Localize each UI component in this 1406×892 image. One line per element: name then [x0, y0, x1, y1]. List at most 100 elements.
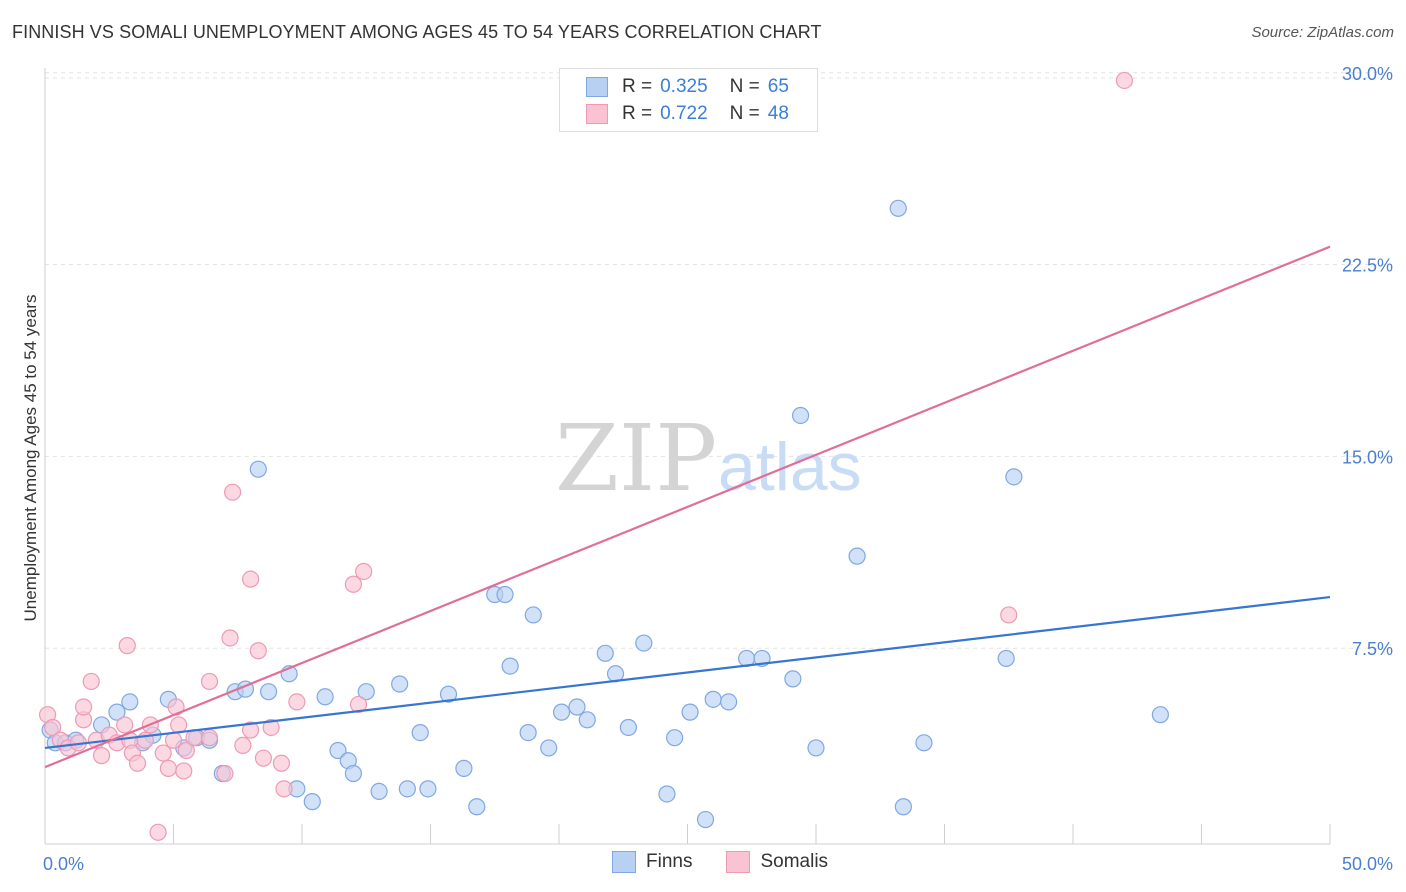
finns-point	[249, 460, 267, 478]
somalis-point	[200, 729, 219, 747]
y-tick-label: 22.5%	[1342, 256, 1393, 276]
legend-somalis-r: 0.722	[660, 103, 708, 124]
finns-point	[303, 793, 321, 811]
somalis-point	[159, 759, 177, 777]
somalis-point	[275, 780, 293, 798]
finns-point	[501, 657, 519, 675]
somalis-point	[242, 570, 260, 588]
somalis-trend-line	[44, 245, 1331, 769]
finns-point	[439, 685, 458, 703]
finns-point	[540, 739, 558, 757]
legend-row-finns: R = 0.325 N = 65	[586, 74, 789, 100]
finns-point	[619, 718, 637, 737]
finns-point	[704, 690, 722, 708]
somalis-point	[175, 762, 193, 780]
gridlines	[45, 72, 1392, 649]
finns-point	[666, 729, 684, 747]
finns-point	[370, 782, 388, 801]
somalis-point	[221, 629, 239, 647]
finns-point	[807, 739, 825, 757]
finns-point	[468, 798, 486, 816]
somalis-point	[128, 754, 147, 772]
somalis-point	[349, 695, 368, 714]
finns-point	[524, 606, 542, 624]
somalis-point	[355, 562, 373, 581]
legend-somalis-n: 48	[767, 103, 789, 124]
somalis-point	[82, 672, 100, 691]
finns-point	[658, 785, 676, 803]
finns-point	[552, 703, 571, 721]
chart-title: FINNISH VS SOMALI UNEMPLOYMENT AMONG AGE…	[12, 22, 822, 42]
finns-point	[316, 688, 334, 706]
somalis-point	[154, 744, 172, 762]
finns-point	[411, 723, 429, 742]
somalis-point	[118, 637, 136, 655]
y-tick-label: 7.5%	[1352, 639, 1393, 659]
somalis-point	[74, 698, 93, 716]
somalis-point	[224, 483, 242, 501]
somalis-point	[344, 575, 362, 593]
somalis-point	[216, 764, 234, 783]
series-label-finns: Finns	[646, 851, 693, 872]
finns-point	[519, 723, 537, 742]
legend-n-label: N =	[729, 103, 760, 124]
series-legend-somalis[interactable]: Somalis	[726, 851, 828, 873]
legend-finns-r: 0.325	[660, 76, 708, 97]
finns-point	[344, 764, 362, 783]
somalis-point	[116, 716, 134, 734]
finns-point	[997, 649, 1015, 668]
legend-r-label: R =	[622, 76, 653, 97]
series-swatch-somalis	[726, 851, 751, 873]
finns-point	[1151, 706, 1169, 724]
series-label-somalis: Somalis	[760, 851, 829, 872]
somalis-point	[200, 672, 219, 691]
finns-point	[329, 741, 347, 760]
finns-point	[635, 634, 653, 652]
series-legend: Finns Somalis	[612, 851, 862, 873]
legend-finns-n: 65	[767, 76, 789, 97]
series-legend-finns[interactable]: Finns	[612, 851, 692, 873]
finns-point	[596, 644, 614, 662]
somalis-point	[44, 718, 62, 737]
finns-point	[915, 734, 933, 752]
somalis-point	[262, 718, 280, 737]
finns-point	[720, 693, 738, 711]
finns-point	[496, 585, 514, 604]
finns-point	[357, 683, 375, 701]
x-tick-label: 0.0%	[43, 854, 84, 874]
x-tick-label: 50.0%	[1342, 854, 1393, 874]
legend-swatch-finns	[586, 77, 608, 97]
finns-point	[784, 670, 802, 688]
watermark: ZIP atlas	[555, 405, 862, 512]
somalis-point	[164, 731, 183, 749]
finns-point	[578, 711, 596, 729]
somalis-point	[149, 823, 167, 841]
finns-point	[108, 703, 126, 721]
somalis-point	[272, 754, 291, 772]
finns-point	[455, 759, 473, 777]
legend: R = 0.325 N = 65 R = 0.722 N = 48	[559, 68, 818, 132]
somalis-point	[254, 749, 273, 767]
finns-point	[391, 675, 409, 693]
finns-point	[696, 810, 715, 829]
somalis-point	[242, 721, 260, 739]
watermark-atlas: atlas	[718, 429, 862, 505]
finns-point	[894, 798, 912, 816]
legend-row-somalis: R = 0.722 N = 48	[586, 101, 789, 127]
somalis-point	[1000, 606, 1018, 624]
legend-swatch-somalis	[586, 104, 608, 124]
legend-r-label: R =	[622, 103, 653, 124]
somalis-point	[288, 693, 306, 711]
finns-point	[568, 698, 586, 716]
watermark-zip: ZIP	[555, 405, 717, 512]
somalis-point	[177, 741, 195, 760]
tick-labels: 7.5% 15.0% 22.5% 30.0% 0.0% 50.0%	[43, 64, 1393, 874]
finns-trend-line	[44, 595, 1331, 750]
series-swatch-finns	[612, 851, 636, 873]
trend-lines	[44, 245, 1331, 769]
finns-point	[259, 683, 278, 701]
somalis-point	[1115, 71, 1134, 90]
y-tick-label: 15.0%	[1342, 447, 1393, 467]
finns-point	[681, 703, 699, 721]
